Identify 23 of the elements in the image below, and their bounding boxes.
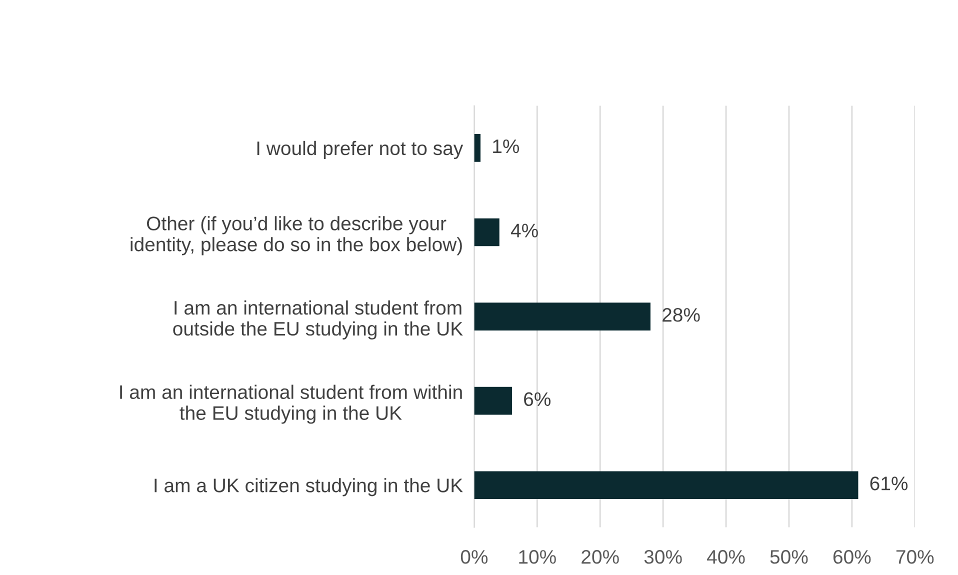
x-tick-label: 30% — [644, 550, 682, 564]
y-tick-label: I am an international student from within the EU studying in the UK — [120, 384, 462, 424]
data-label: 28% — [662, 308, 700, 322]
y-tick-label: I am an international student from outside the EU studying in the UK — [173, 300, 463, 340]
x-tick-label: 50% — [770, 550, 808, 564]
y-tick-label: Other (if you’d like to describe your identity, please do so in the box below) — [130, 216, 462, 256]
x-tick-label: 40% — [707, 550, 745, 564]
y-tick-label: I am a UK citizen studying in the UK — [154, 478, 463, 496]
bar — [474, 302, 650, 330]
x-tick-label: 10% — [519, 550, 556, 564]
x-tick-label: 0% — [460, 550, 488, 564]
y-tick-label: I would prefer not to say — [257, 140, 464, 160]
data-label: 6% — [524, 392, 551, 406]
x-tick-label: 70% — [896, 550, 934, 564]
data-label: 61% — [870, 476, 908, 490]
bar — [474, 134, 481, 162]
data-label: 1% — [493, 139, 520, 154]
bar — [474, 218, 500, 246]
x-tick-label: 20% — [582, 550, 619, 564]
x-tick-label: 60% — [833, 550, 871, 564]
data-label: 4% — [510, 224, 538, 238]
bar — [474, 386, 512, 415]
bar — [474, 471, 858, 500]
